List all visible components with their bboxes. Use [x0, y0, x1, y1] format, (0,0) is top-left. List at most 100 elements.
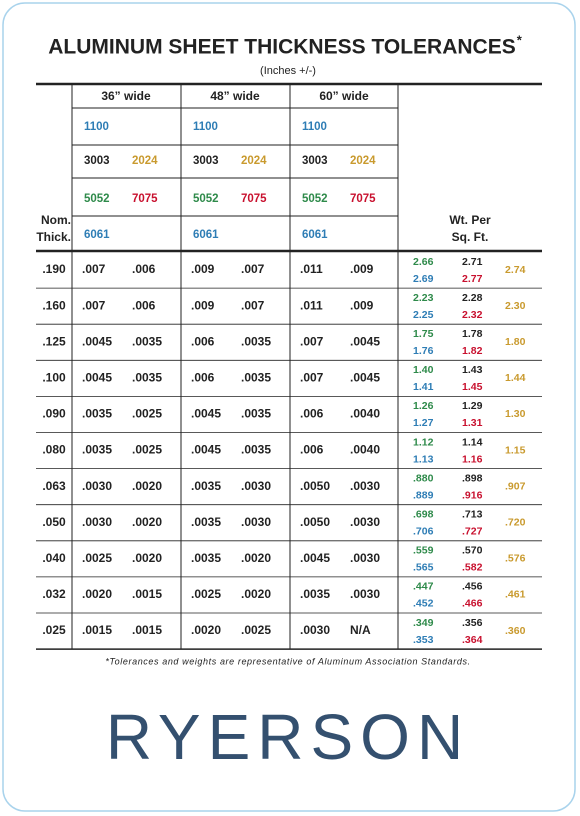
- alloy-label: 1100: [302, 121, 327, 133]
- tolerance: .0035: [82, 407, 112, 421]
- weight: 1.30: [505, 408, 526, 420]
- weight: 1.45: [462, 381, 483, 393]
- thickness: .063: [42, 479, 66, 493]
- weight: .565: [413, 562, 434, 574]
- tolerance: .0020: [82, 587, 112, 601]
- tolerance: .0045: [350, 334, 380, 348]
- column-header: 60” wide: [319, 89, 369, 103]
- tolerance: .0030: [300, 623, 330, 637]
- weight: 1.12: [413, 436, 434, 448]
- tolerance: .0015: [132, 623, 162, 637]
- tolerance: .0025: [132, 443, 162, 457]
- thickness: .125: [42, 334, 66, 348]
- tolerance: .0025: [132, 407, 162, 421]
- tolerance: .0025: [191, 587, 221, 601]
- weight: .570: [462, 545, 483, 557]
- weight: .576: [505, 553, 526, 565]
- tolerance: .0030: [241, 515, 271, 529]
- alloy-label: 3003: [302, 155, 328, 167]
- alloy-label: 2024: [132, 155, 158, 167]
- tolerance: .0030: [82, 479, 112, 493]
- thickness: .032: [42, 587, 66, 601]
- tolerance: .009: [191, 298, 215, 312]
- weight: 1.27: [413, 417, 434, 429]
- tolerance: .0040: [350, 407, 380, 421]
- tolerance: .009: [191, 262, 215, 276]
- weight: 1.13: [413, 453, 434, 465]
- weight: 1.26: [413, 400, 434, 412]
- tolerance: .007: [82, 298, 106, 312]
- weight: 1.82: [462, 345, 483, 357]
- alloy-label: 2024: [241, 155, 267, 167]
- thickness: .090: [42, 407, 66, 421]
- tolerance: .0015: [132, 587, 162, 601]
- tolerance: .006: [300, 443, 324, 457]
- logo: RYERSON: [106, 701, 470, 773]
- alloy-label: 2024: [350, 155, 376, 167]
- tolerance: .0025: [241, 623, 271, 637]
- weight: 1.41: [413, 381, 434, 393]
- alloy-label: 6061: [84, 229, 110, 241]
- tolerance: .0020: [191, 623, 221, 637]
- weight: 1.31: [462, 417, 483, 429]
- alloy-label: 7075: [350, 193, 376, 205]
- thickness: .040: [42, 551, 66, 565]
- weight: .461: [505, 589, 526, 601]
- weight: 1.75: [413, 328, 434, 340]
- weight: 2.71: [462, 256, 483, 268]
- weight: 2.66: [413, 256, 434, 268]
- weight: .898: [462, 472, 483, 484]
- alloy-label: 7075: [241, 193, 267, 205]
- thickness-header: Thick.: [36, 230, 71, 244]
- weight: 2.23: [413, 292, 434, 304]
- tolerance: .011: [300, 298, 323, 312]
- tolerance: .0035: [191, 479, 221, 493]
- tolerance: .0045: [82, 371, 112, 385]
- tolerance: .0025: [82, 551, 112, 565]
- weight: .698: [413, 509, 434, 521]
- weight: .447: [413, 581, 434, 593]
- tolerance: .0030: [241, 479, 271, 493]
- thickness: .190: [42, 262, 66, 276]
- weight: 2.77: [462, 273, 483, 285]
- weight-header: Sq. Ft.: [452, 230, 489, 244]
- weight: 1.44: [505, 372, 526, 384]
- tolerance: .009: [350, 262, 374, 276]
- alloy-label: 1100: [193, 121, 218, 133]
- tolerance: .0035: [82, 443, 112, 457]
- weight: 2.28: [462, 292, 483, 304]
- weight: 1.80: [505, 336, 526, 348]
- weight: .353: [413, 634, 434, 646]
- tolerance: .0030: [350, 587, 380, 601]
- tolerance: .007: [300, 371, 324, 385]
- weight: 1.76: [413, 345, 434, 357]
- tolerance: .0035: [241, 407, 271, 421]
- weight: .466: [462, 598, 483, 610]
- tolerance: .006: [191, 334, 215, 348]
- tolerance: .009: [350, 298, 374, 312]
- tolerance: .0045: [82, 334, 112, 348]
- weight: 1.78: [462, 328, 483, 340]
- tolerance: .0045: [191, 443, 221, 457]
- subtitle: (Inches +/-): [260, 65, 316, 77]
- alloy-label: 5052: [193, 193, 219, 205]
- tolerance: .006: [132, 262, 156, 276]
- tolerance: .007: [82, 262, 106, 276]
- thickness: .100: [42, 371, 66, 385]
- tolerance: .006: [300, 407, 324, 421]
- weight: .907: [505, 480, 526, 492]
- weight: 2.74: [505, 264, 526, 276]
- weight: 2.32: [462, 309, 483, 321]
- weight: 1.15: [505, 444, 526, 456]
- tolerance: .0035: [132, 334, 162, 348]
- weight: .916: [462, 489, 483, 501]
- weight: .452: [413, 598, 434, 610]
- alloy-label: 1100: [84, 121, 109, 133]
- alloy-label: 7075: [132, 193, 158, 205]
- tolerance: .007: [241, 298, 265, 312]
- tolerance: .0035: [241, 334, 271, 348]
- weight: 1.14: [462, 436, 483, 448]
- weight: 2.69: [413, 273, 434, 285]
